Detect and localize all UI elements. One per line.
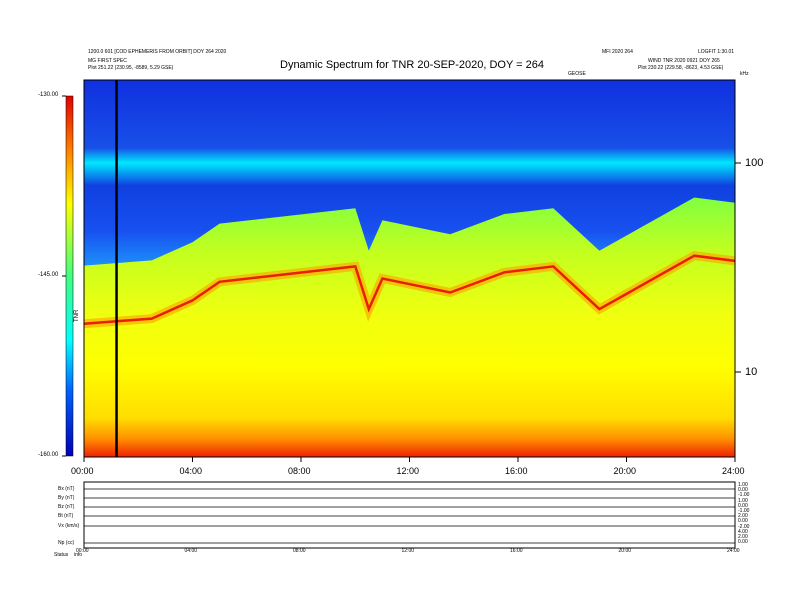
lower-right-scale-label: -1.00 [738,492,750,499]
header-right-line3: Plot 230.22 (229.58, -8623, 4.53 GSE) [638,65,724,71]
header-right-line2: WIND TNR 2020 0921 DOY 265 [648,58,720,64]
lower-x-tick-label: 08:00 [293,548,306,554]
chart-title: Dynamic Spectrum for TNR 20-SEP-2020, DO… [280,59,545,71]
colorbar-label-top: -130.00 [38,92,59,98]
x-tick-label: 20:00 [613,466,637,476]
x-tick-label: 04:00 [179,466,203,476]
x-tick-label: 24:00 [722,466,745,476]
lower-x-tick-label: 16:00 [510,548,523,554]
lower-row-label: Np (cc) [58,540,75,546]
lower-right-scale-label: 0.00 [738,518,748,525]
lower-row-label: By (nT) [58,495,75,501]
header-small-mark: GEOSE [568,71,586,77]
lower-row-label: Bz (nT) [58,504,75,510]
colorbar [65,95,74,457]
header-center-right-top: MFI 2020 264 [602,49,633,55]
header-left-line2: MG FIRST SPEC [88,58,127,64]
footer-status: Status [54,552,69,558]
lower-right-scale-label: -2.00 [738,523,750,530]
right-axis-unit: kHz [740,71,749,77]
lower-panel-frame [83,481,736,549]
lower-x-tick-label: 04:00 [184,548,198,554]
colorbar-title: TNR [74,309,80,322]
spectrum-lower-area [84,197,735,457]
lower-right-scale-label: 0.00 [738,539,748,546]
lower-x-tick-label: 24:00 [727,548,740,554]
lower-x-tick-label: 20:00 [618,548,632,554]
x-tick-label: 08:00 [288,466,311,476]
spectrum-bands-group [83,197,736,457]
plasma-line [83,254,736,326]
lower-right-scale-label: 0.00 [738,487,748,494]
header-right-top: LOGFIT 1:30.01 [698,49,735,55]
x-tick-label: 12:00 [396,466,420,476]
lower-right-scale-label: 1.00 [738,497,748,504]
lower-panel-lines [84,488,735,544]
footer-info: info [74,552,83,558]
lower-right-scale-label: 4.00 [738,528,748,535]
lower-row-label: Bx (nT) [58,486,75,492]
x-axis-ticks [83,457,736,462]
lower-right-scale-label: 2.00 [738,534,748,540]
colorbar-label-mid: -145.00 [38,272,59,278]
x-tick-label: 16:00 [505,466,528,476]
lower-x-tick-label: 00:00 [76,548,89,554]
lower-row-label: Vx (km/s) [58,523,80,529]
header-left-line1: 1200.0 601 [COD EPHEMERIS FROM ORBIT] DO… [88,49,227,55]
right-axis-label-100: 100 [745,157,764,169]
lower-right-scale-label: 1.00 [738,482,748,488]
colorbar-label-bottom: -160.00 [38,452,59,458]
right-axis [735,162,741,373]
lower-right-scale-label: 2.00 [738,513,748,520]
lower-right-scale-label: -1.00 [738,508,750,514]
x-tick-label: 00:00 [71,466,94,476]
lower-x-tick-label: 12:00 [401,548,415,554]
right-axis-label-10: 10 [745,366,758,378]
lower-right-scale-label: 0.00 [738,502,748,509]
lower-row-label: Bt (nT) [58,513,74,519]
header-left-line3: Plot 251.22 (230.95, -8589, 5.29 GSE) [88,65,174,71]
